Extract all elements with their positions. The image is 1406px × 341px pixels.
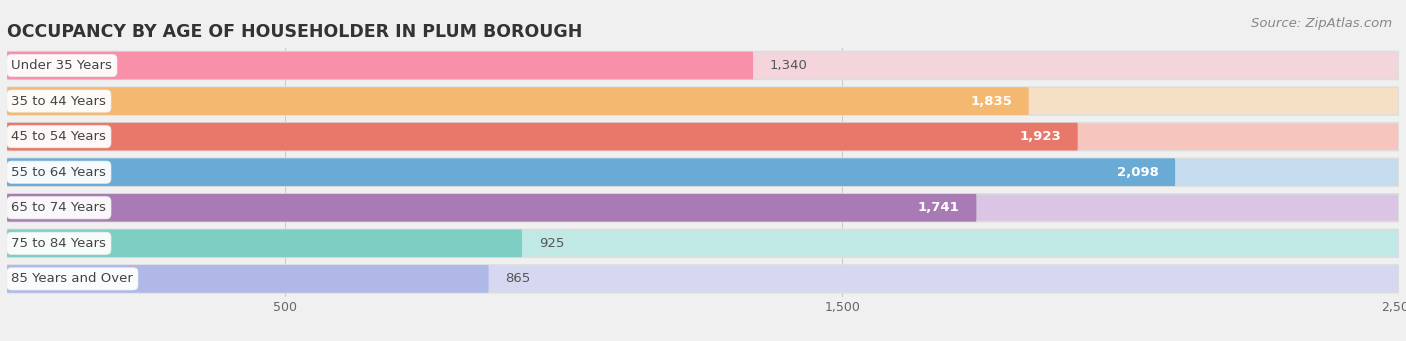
Text: 55 to 64 Years: 55 to 64 Years xyxy=(11,166,107,179)
FancyBboxPatch shape xyxy=(7,194,1399,222)
Text: 1,741: 1,741 xyxy=(918,201,960,214)
FancyBboxPatch shape xyxy=(7,123,1399,150)
Text: 1,835: 1,835 xyxy=(970,94,1012,107)
FancyBboxPatch shape xyxy=(7,51,754,79)
Text: Under 35 Years: Under 35 Years xyxy=(11,59,112,72)
Text: 925: 925 xyxy=(538,237,564,250)
Text: 35 to 44 Years: 35 to 44 Years xyxy=(11,94,107,107)
FancyBboxPatch shape xyxy=(7,87,1399,115)
Text: 45 to 54 Years: 45 to 54 Years xyxy=(11,130,107,143)
Text: 1,340: 1,340 xyxy=(770,59,807,72)
Text: 865: 865 xyxy=(505,272,530,285)
FancyBboxPatch shape xyxy=(7,158,1399,186)
Text: 65 to 74 Years: 65 to 74 Years xyxy=(11,201,107,214)
Text: 75 to 84 Years: 75 to 84 Years xyxy=(11,237,107,250)
FancyBboxPatch shape xyxy=(7,51,1399,79)
Text: Source: ZipAtlas.com: Source: ZipAtlas.com xyxy=(1251,17,1392,30)
FancyBboxPatch shape xyxy=(7,194,976,222)
FancyBboxPatch shape xyxy=(7,123,1078,150)
Text: OCCUPANCY BY AGE OF HOUSEHOLDER IN PLUM BOROUGH: OCCUPANCY BY AGE OF HOUSEHOLDER IN PLUM … xyxy=(7,23,582,41)
FancyBboxPatch shape xyxy=(7,265,1399,293)
FancyBboxPatch shape xyxy=(7,265,489,293)
FancyBboxPatch shape xyxy=(7,158,1175,186)
FancyBboxPatch shape xyxy=(7,87,1029,115)
FancyBboxPatch shape xyxy=(7,229,1399,257)
FancyBboxPatch shape xyxy=(7,229,522,257)
Text: 2,098: 2,098 xyxy=(1116,166,1159,179)
Text: 85 Years and Over: 85 Years and Over xyxy=(11,272,134,285)
Text: 1,923: 1,923 xyxy=(1019,130,1062,143)
